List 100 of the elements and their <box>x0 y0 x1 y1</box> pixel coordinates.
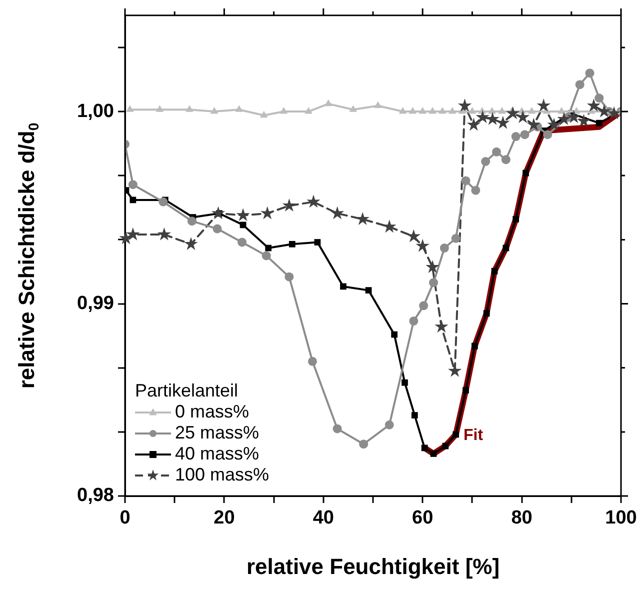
point <box>486 112 500 126</box>
point <box>429 278 438 288</box>
y-tick-label: 1,00 <box>77 100 114 122</box>
point <box>411 412 418 418</box>
point <box>481 157 490 166</box>
point <box>452 431 460 438</box>
point <box>359 440 368 449</box>
point <box>557 112 571 126</box>
point <box>398 107 407 114</box>
point <box>332 424 342 434</box>
point <box>356 212 370 225</box>
point <box>576 114 591 127</box>
y-tick-label: 0,98 <box>77 485 114 506</box>
point <box>288 240 296 248</box>
x-tick-label: 20 <box>214 508 235 529</box>
legend-label: 25 mass% <box>175 422 260 442</box>
point <box>594 94 604 103</box>
x-axis-title: relative Feuchtigkeit [%] <box>246 554 500 580</box>
x-tick-label: 100 <box>605 508 637 529</box>
point <box>128 180 138 190</box>
point <box>491 268 498 274</box>
point <box>442 442 449 450</box>
point <box>260 206 274 220</box>
y-axis-title: relative Schichtdicke d/d0 <box>14 122 43 389</box>
point <box>496 116 510 129</box>
point <box>419 301 428 310</box>
legend-title: Partikelanteil <box>135 380 238 400</box>
point <box>187 216 196 226</box>
point <box>607 106 621 120</box>
point <box>262 251 271 260</box>
point <box>528 107 536 114</box>
point <box>438 107 446 114</box>
legend-label: 0 mass% <box>175 401 250 422</box>
point <box>126 105 134 112</box>
point <box>156 105 164 112</box>
point <box>462 387 469 394</box>
point <box>543 130 552 140</box>
point <box>157 227 172 240</box>
point <box>597 104 611 118</box>
point <box>184 236 198 250</box>
series-label: Fit <box>464 427 484 444</box>
point <box>575 80 584 90</box>
point <box>211 206 226 220</box>
point <box>596 120 602 126</box>
point <box>461 176 470 186</box>
point <box>416 238 430 252</box>
point <box>280 107 288 114</box>
x-tick-label: 0 <box>120 508 130 529</box>
point <box>585 68 594 78</box>
point <box>236 208 250 222</box>
point <box>506 106 520 120</box>
point <box>498 107 506 114</box>
x-tick-label: 80 <box>511 508 532 529</box>
point <box>212 224 222 234</box>
point <box>428 107 436 114</box>
point <box>282 198 296 212</box>
point <box>526 118 541 131</box>
point <box>186 105 194 112</box>
point <box>516 110 530 124</box>
point <box>476 110 490 124</box>
point <box>374 101 382 108</box>
x-tick-label: 40 <box>312 508 334 529</box>
point <box>536 98 550 112</box>
point <box>409 316 418 326</box>
point <box>158 197 168 206</box>
point <box>483 310 490 317</box>
point <box>522 170 529 176</box>
point <box>434 320 448 333</box>
legend-label: 40 mass% <box>175 443 260 464</box>
point <box>440 244 449 253</box>
point <box>384 420 394 430</box>
point <box>488 107 496 114</box>
point <box>308 356 317 366</box>
point <box>468 107 476 114</box>
point <box>408 107 417 114</box>
point <box>558 107 566 114</box>
point <box>406 229 421 242</box>
point <box>330 206 344 220</box>
point <box>472 342 478 350</box>
point <box>567 110 581 124</box>
x-tick-label: 60 <box>412 508 434 529</box>
point <box>426 260 440 274</box>
point <box>492 147 502 156</box>
point <box>304 107 312 114</box>
point <box>365 287 372 294</box>
legend-label: 100 mass% <box>175 464 270 484</box>
point <box>265 244 272 252</box>
point <box>466 118 481 131</box>
point <box>126 227 140 240</box>
point <box>324 99 332 106</box>
point <box>306 194 320 208</box>
point <box>382 220 396 233</box>
point <box>284 272 294 282</box>
point <box>458 98 472 112</box>
point <box>391 331 398 338</box>
point <box>430 450 437 457</box>
point <box>260 110 268 118</box>
point <box>512 216 520 222</box>
point <box>502 244 510 252</box>
point <box>418 107 426 114</box>
